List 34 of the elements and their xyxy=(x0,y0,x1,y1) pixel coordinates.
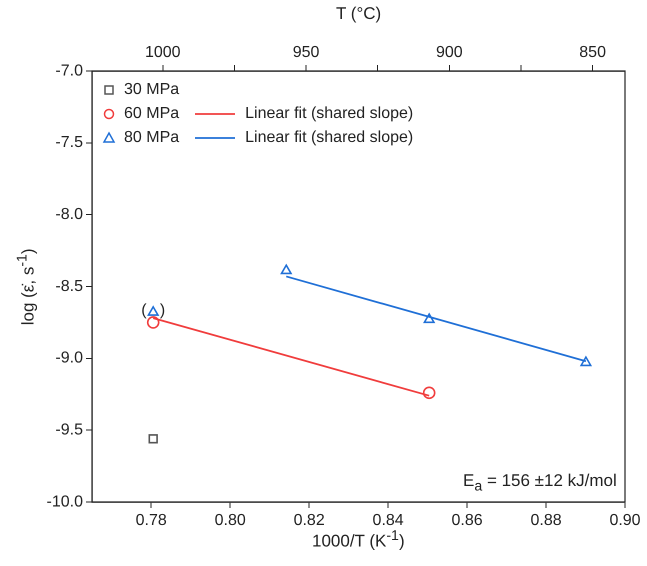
x2-tick-label: 850 xyxy=(579,44,606,61)
point xyxy=(422,386,436,400)
point xyxy=(148,434,158,444)
legend-label: Linear fit (shared slope) xyxy=(245,129,414,147)
point xyxy=(146,316,160,329)
y-tick-label: -9.5 xyxy=(55,422,84,439)
annotation: ( ) xyxy=(141,302,166,319)
y-tick-label: -9.0 xyxy=(55,350,84,367)
x-tick-label: 0.90 xyxy=(609,512,641,530)
y-tick-label: -7.0 xyxy=(55,62,84,80)
x-tick-label: 0.78 xyxy=(136,512,167,530)
legend-label: 60 MPa xyxy=(124,105,180,123)
y-tick-label: -8.0 xyxy=(55,206,84,224)
x-tick-label: 0.84 xyxy=(372,512,404,530)
y-tick-label: -10.0 xyxy=(46,493,84,510)
x-tick-label: 0.82 xyxy=(294,512,325,530)
y-tick-label: -8.5 xyxy=(55,278,84,295)
legend-label: 30 MPa xyxy=(124,81,180,99)
x-axis-title: 1000/T (K$^{-1}$) xyxy=(312,528,405,552)
legend-label: 80 MPa xyxy=(124,129,180,147)
annotation: E$_{a}$ = 156 ±12 kJ/mol xyxy=(463,471,617,494)
point xyxy=(580,356,592,366)
x-tick-label: 0.88 xyxy=(530,512,562,530)
y-tick-label: -7.5 xyxy=(55,134,84,152)
legend-label: Linear fit (shared slope) xyxy=(245,105,414,123)
x2-tick-label: 1000 xyxy=(144,44,181,61)
point xyxy=(424,313,435,324)
point xyxy=(148,306,159,316)
x2-axis-title: T (°C) xyxy=(336,4,382,24)
x-tick-label: 0.86 xyxy=(452,512,483,530)
x-tick-label: 0.80 xyxy=(214,512,246,530)
point xyxy=(280,264,292,274)
x2-tick-label: 950 xyxy=(292,44,320,61)
x2-tick-label: 900 xyxy=(436,44,463,61)
